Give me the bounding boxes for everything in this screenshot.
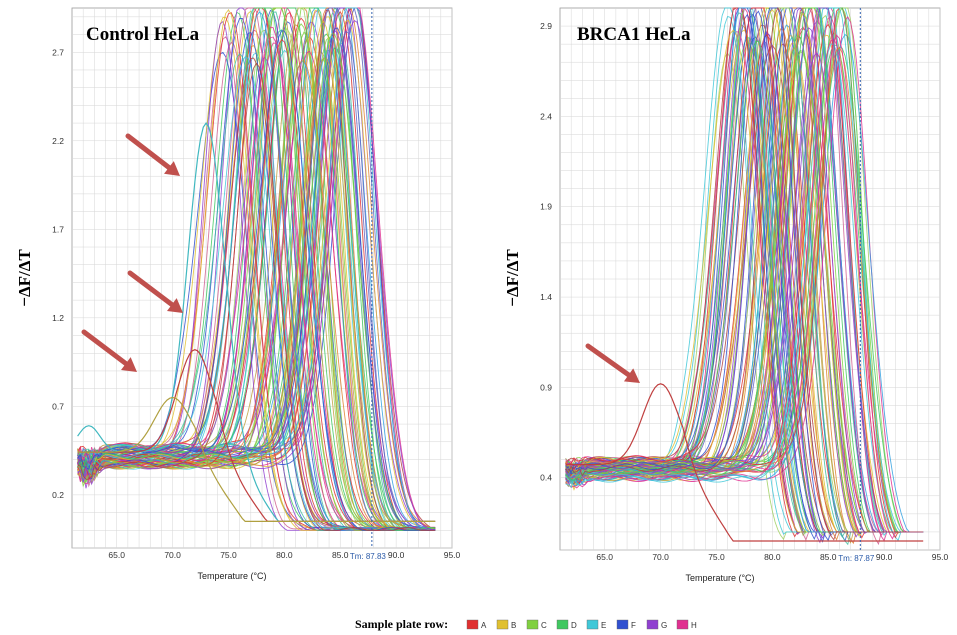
annotation-arrow: [81, 329, 137, 372]
legend-label: C: [541, 621, 547, 630]
melt-curve: [77, 7, 436, 531]
melt-curve: [565, 7, 924, 533]
legend-item: F: [616, 619, 636, 630]
legend-label: A: [481, 621, 487, 630]
x-tick-label: 75.0: [220, 550, 237, 560]
brca1-hela-panel: Tm: 87.87 65.0 70.0 75.0 80.0 85.0 90.0 95.0 0.4…: [503, 7, 949, 583]
legend-label: F: [631, 621, 636, 630]
panel-title: BRCA1 HeLa: [577, 24, 691, 45]
x-tick-label: 70.0: [652, 552, 669, 562]
x-tick-label: 70.0: [164, 550, 181, 560]
legend-item: D: [556, 619, 577, 630]
legend-swatch: [616, 619, 629, 630]
x-tick-label: 95.0: [932, 552, 949, 562]
x-tick-label: 85.0: [820, 552, 837, 562]
legend-swatch: [646, 619, 659, 630]
x-tick-label: 80.0: [276, 550, 293, 560]
melt-curve: [77, 7, 436, 531]
legend-label: E: [601, 621, 606, 630]
legend-swatch: [466, 619, 479, 630]
y-axis-label: −ΔF/ΔT: [15, 249, 34, 307]
y-tick-label: 0.2: [52, 490, 64, 500]
melt-curve: [565, 52, 924, 533]
y-tick-label: 0.4: [540, 473, 552, 483]
legend-swatch: [496, 619, 509, 630]
melt-curve: [565, 46, 924, 535]
melt-curve: [77, 10, 436, 531]
melt-curve: [565, 7, 924, 533]
melt-curve: [77, 11, 436, 531]
x-tick-label: 85.0: [332, 550, 349, 560]
y-tick-label: 2.7: [52, 47, 64, 57]
melt-curve: [77, 59, 436, 531]
melt-curve: [565, 7, 924, 541]
annotation-arrow: [127, 270, 183, 313]
y-tick-label: 2.2: [52, 136, 64, 146]
x-tick-label: 90.0: [388, 550, 405, 560]
legend-swatch: [586, 619, 599, 630]
legend-item: H: [676, 619, 697, 630]
melt-curve: [77, 19, 436, 530]
x-tick-label: 95.0: [444, 550, 461, 560]
tm-label: Tm: 87.87: [838, 554, 875, 563]
y-tick-label: 0.9: [540, 382, 552, 392]
legend-label: D: [571, 621, 577, 630]
legend-label: H: [691, 621, 697, 630]
y-tick-label: 1.2: [52, 313, 64, 323]
control-hela-panel: Tm: 87.83 65.0 70.0 75.0 80.0 85.0 90.0 95.0 0.2…: [15, 7, 461, 581]
legend-swatch: [526, 619, 539, 630]
y-tick-label: 2.4: [540, 111, 552, 121]
annotation-arrows: [81, 133, 640, 383]
melt-curve: [565, 7, 924, 533]
x-tick-label: 65.0: [108, 550, 125, 560]
y-tick-label: 1.4: [540, 292, 552, 302]
legend-title: Sample plate row:: [355, 617, 448, 631]
y-tick-label: 1.7: [52, 224, 64, 234]
x-tick-label: 90.0: [876, 552, 893, 562]
annotation-arrow: [125, 133, 180, 176]
melt-curve: [565, 34, 924, 540]
panel-title: Control HeLa: [86, 24, 200, 45]
legend-swatch: [556, 619, 569, 630]
legend-item: B: [496, 619, 516, 630]
melt-curve: [565, 43, 924, 533]
x-axis-label: Temperature (°C): [685, 573, 754, 583]
x-axis-label: Temperature (°C): [197, 571, 266, 581]
anomalous-curve: [77, 396, 436, 522]
plate-row-legend: Sample plate row: A B C D E F G H: [355, 617, 697, 631]
legend-item: G: [646, 619, 667, 630]
x-tick-label: 65.0: [596, 552, 613, 562]
melt-curves: [77, 7, 436, 531]
x-tick-label: 80.0: [764, 552, 781, 562]
y-tick-label: 0.7: [52, 401, 64, 411]
annotation-arrow: [585, 343, 640, 383]
melt-curves: [565, 7, 924, 546]
x-tick-label: 75.0: [708, 552, 725, 562]
y-tick-label: 2.9: [540, 21, 552, 31]
legend-label: G: [661, 621, 667, 630]
legend-label: B: [511, 621, 516, 630]
anomalous-curve: [565, 383, 924, 542]
y-tick-label: 1.9: [540, 202, 552, 212]
legend-item: C: [526, 619, 547, 630]
y-axis-label: −ΔF/ΔT: [503, 249, 522, 307]
legend-item: E: [586, 619, 606, 630]
tm-label: Tm: 87.83: [350, 552, 387, 561]
legend-swatch: [676, 619, 689, 630]
legend-item: A: [466, 619, 487, 630]
melt-curve: [77, 7, 436, 531]
melt-curve: [77, 62, 436, 531]
